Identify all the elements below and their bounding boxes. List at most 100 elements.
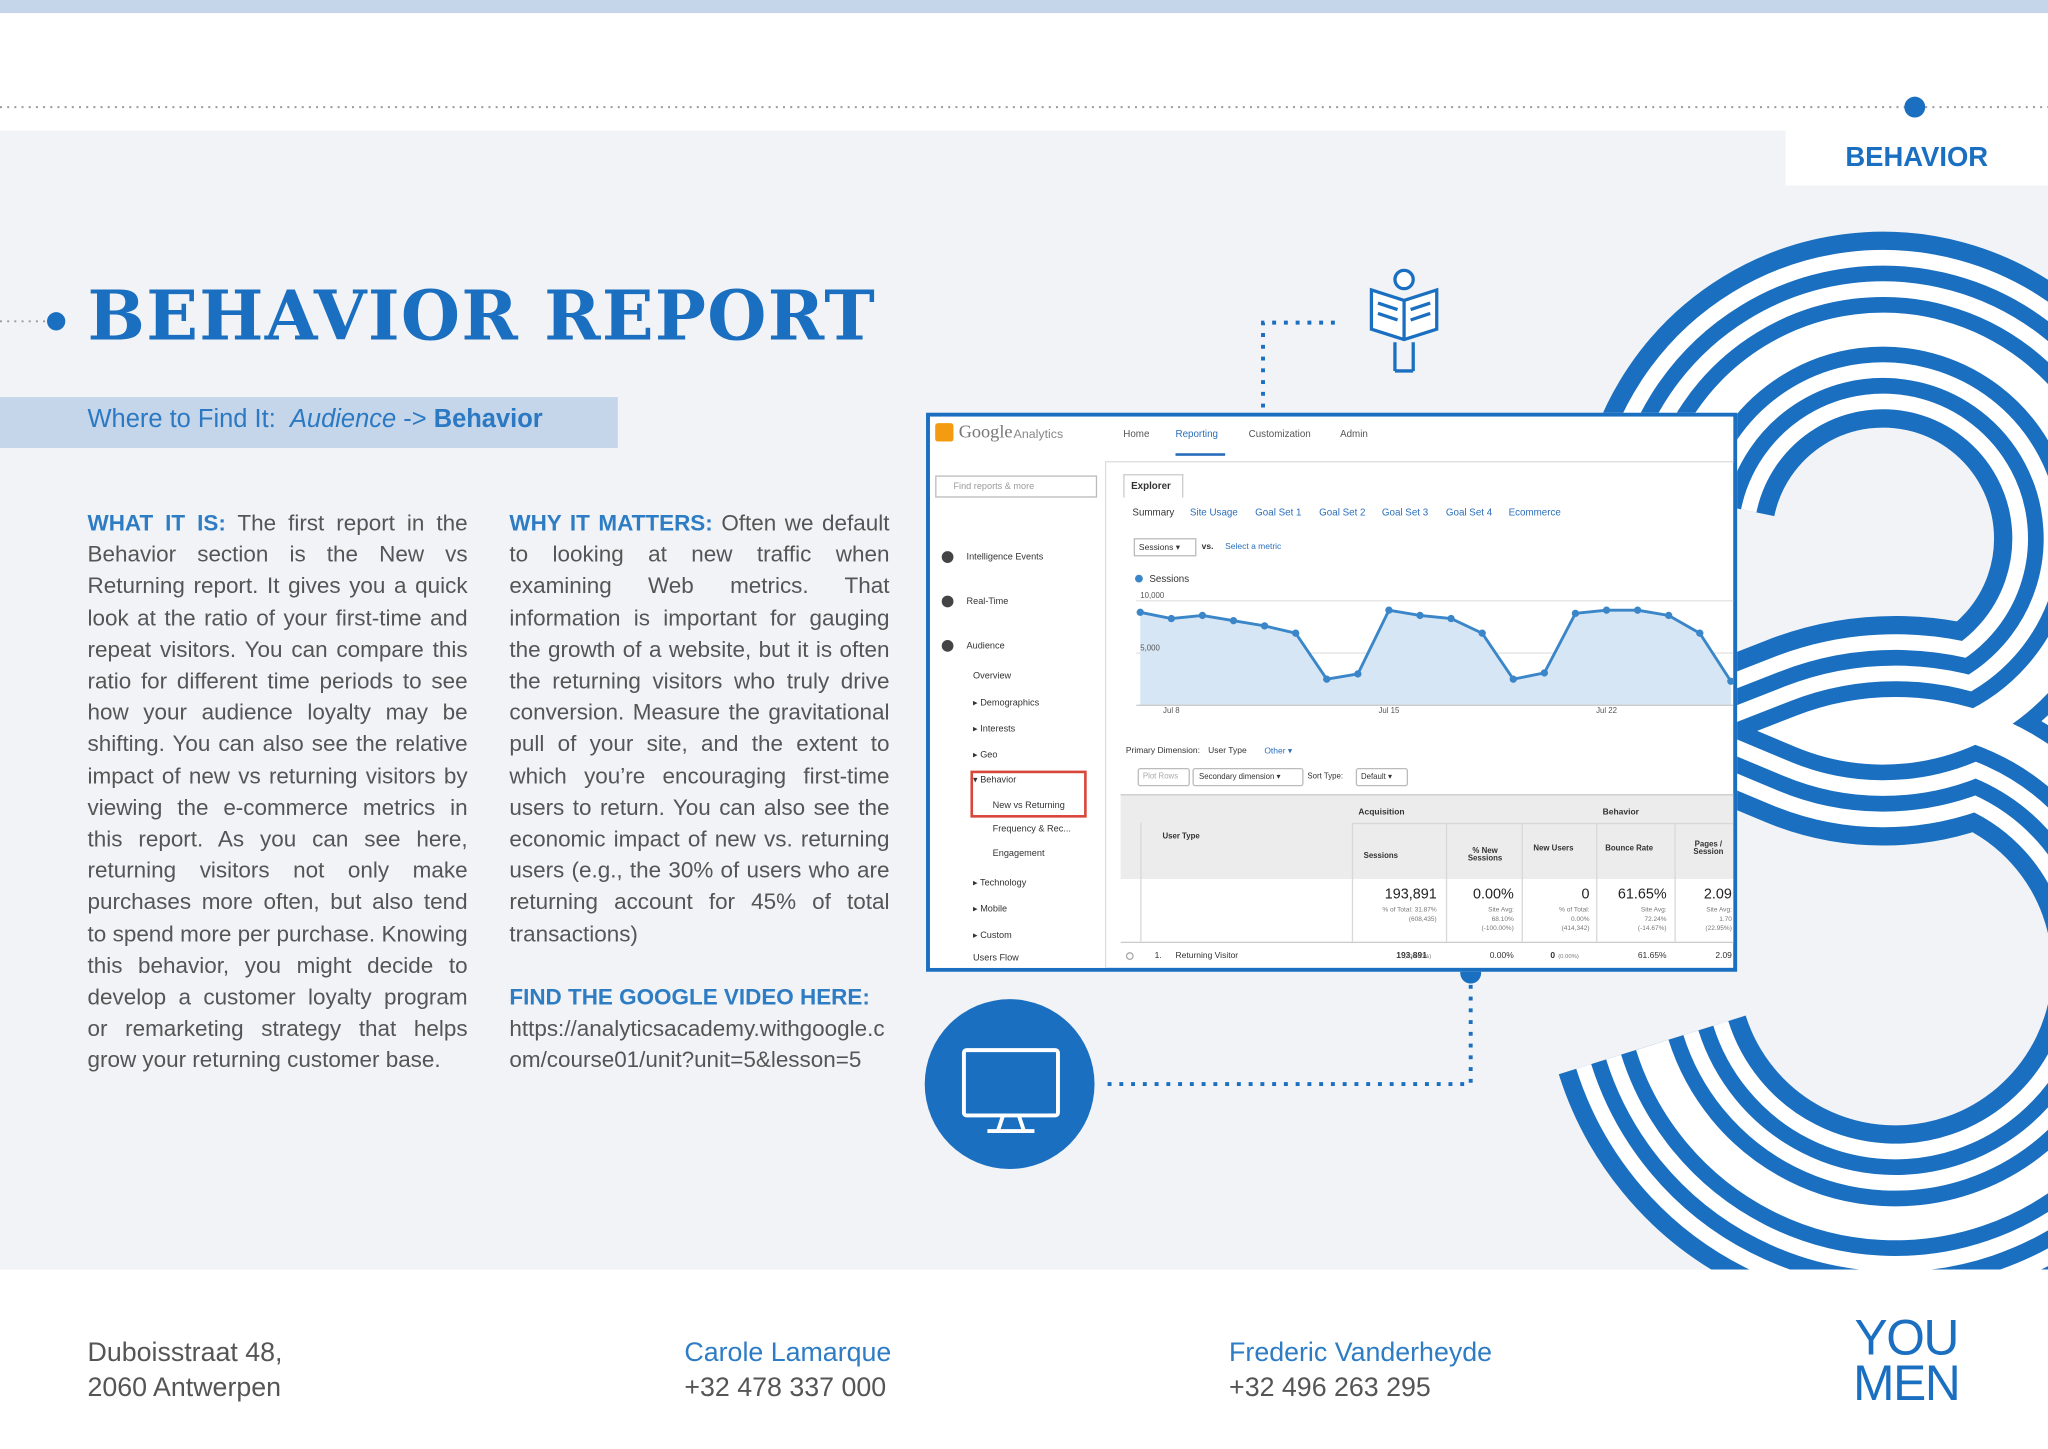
- point: [1323, 675, 1331, 683]
- monitor-icon: [961, 1048, 1060, 1134]
- address: Duboisstraat 48, 2060 Antwerpen: [88, 1335, 283, 1406]
- point: [1478, 629, 1486, 637]
- what-column: WHAT IT IS: The first report in the Beha…: [88, 507, 468, 1076]
- logo-line: MEN: [1853, 1357, 1961, 1412]
- highlight-box: [970, 770, 1087, 818]
- x-tick-label: Jul 8: [1163, 707, 1180, 716]
- row-cell: Returning Visitor: [1175, 951, 1239, 961]
- column-header: New Users: [1533, 845, 1574, 853]
- tab: Goal Set 1: [1255, 506, 1302, 518]
- tab: Goal Set 2: [1319, 506, 1366, 518]
- monitor-badge: [924, 999, 1095, 1169]
- sidebar-item: ▸ Custom: [973, 931, 1012, 941]
- contact-phone: +32 478 337 000: [684, 1372, 887, 1403]
- column-group: Acquisition: [1358, 807, 1405, 817]
- analytics-screenshot: Google Analytics Home Reporting Customizatio…: [926, 412, 1738, 972]
- control-button: [1192, 767, 1304, 787]
- total-note: (22.95%): [1705, 924, 1732, 933]
- sidebar-item: Engagement: [992, 849, 1045, 859]
- total-note: (-100.00%): [1481, 924, 1514, 933]
- point: [1540, 669, 1549, 677]
- sidebar-item: ▸ Technology: [973, 879, 1027, 889]
- group-divider: [1351, 822, 1734, 825]
- connector: [1107, 973, 1473, 1087]
- rule-dot: [1904, 96, 1926, 118]
- column-divider: [1351, 822, 1354, 942]
- point: [1136, 608, 1144, 616]
- heading: FIND THE GOOGLE VIDEO HERE:: [509, 983, 870, 1010]
- sidebar-item: ▾ Behavior: [973, 775, 1017, 785]
- control-button: [1355, 767, 1408, 787]
- heading: WHAT IT IS:: [87, 509, 226, 536]
- contact: Carole Lamarque +32 478 337 000: [684, 1335, 891, 1406]
- sessions-chart: [1136, 600, 1734, 706]
- section-tab: [1785, 130, 2048, 186]
- column-group: Behavior: [1602, 807, 1639, 817]
- point: [1447, 614, 1455, 623]
- where-to-find: Where to Find It: Audience -> Behavior: [88, 405, 543, 435]
- point: [1198, 611, 1207, 620]
- ga-header: [929, 416, 1734, 463]
- body-text: The first report in the Behavior section…: [87, 509, 468, 1073]
- address-line: Duboisstraat 48,: [87, 1337, 283, 1368]
- body-text: Often we default to looking at new traff…: [509, 509, 890, 947]
- total-note: % of Total:: [1559, 906, 1590, 915]
- metric-select: [1133, 538, 1197, 557]
- sidebar-item: Audience: [966, 641, 1005, 652]
- column-header: Bounce Rate: [1605, 845, 1654, 853]
- table-header: [1120, 794, 1734, 881]
- column-divider: [1521, 822, 1523, 942]
- heading: WHY IT MATTERS:: [509, 509, 713, 536]
- dimension-other: Other ▾: [1264, 747, 1293, 757]
- search-placeholder: Find reports & more: [953, 482, 1035, 492]
- row-cell: 193,891: [1396, 951, 1427, 961]
- sidebar-icon: [941, 551, 954, 563]
- point: [1354, 670, 1362, 678]
- sidebar-item: Real-Time: [966, 597, 1009, 607]
- contact-phone: +32 496 263 295: [1229, 1372, 1431, 1403]
- column-divider: [1140, 822, 1142, 942]
- metric: Sessions ▾: [1138, 543, 1181, 553]
- point: [1292, 629, 1300, 637]
- sidebar-item: New vs Returning: [992, 801, 1065, 811]
- row-cell: (100.00%): [1404, 952, 1432, 960]
- where-target: Behavior: [433, 404, 543, 434]
- select-metric: Select a metric: [1225, 542, 1282, 552]
- control: Plot Rows: [1142, 773, 1179, 782]
- point: [1571, 609, 1580, 618]
- point: [1260, 622, 1269, 630]
- top-band: [0, 0, 2048, 14]
- point: [1167, 614, 1175, 623]
- tab: Goal Set 3: [1381, 506, 1429, 518]
- ga-brand: Google: [958, 423, 1013, 443]
- address-line: 2060 Antwerpen: [87, 1372, 282, 1403]
- contact: Frederic Vanderheyde +32 496 263 295: [1229, 1335, 1492, 1406]
- search-box: [935, 475, 1098, 498]
- sidebar-item: Overview: [973, 671, 1012, 682]
- sidebar-item: ▸ Geo: [973, 751, 998, 761]
- tab: Site Usage: [1189, 506, 1238, 518]
- table-totals: [1120, 879, 1734, 944]
- area: [1140, 610, 1731, 706]
- total-value: 0: [1581, 886, 1590, 903]
- sidebar-item: ▸ Mobile: [973, 905, 1008, 915]
- ga-product: Analytics: [1013, 427, 1064, 443]
- why-column: WHY IT MATTERS: Often we default to look…: [509, 507, 889, 1076]
- total-note: Site Avg:: [1488, 906, 1514, 915]
- tab: Summary: [1132, 506, 1175, 518]
- control: Default ▾: [1360, 773, 1392, 782]
- line: [1139, 608, 1733, 683]
- row-cell: 61.65%: [1637, 951, 1667, 961]
- total-value: 193,891: [1384, 886, 1437, 903]
- where-arrow: ->: [403, 404, 427, 434]
- legend-swatch: [1135, 574, 1143, 583]
- reader-icon: [1369, 268, 1439, 373]
- nav-item: Reporting: [1175, 427, 1218, 440]
- contact-name: Frederic Vanderheyde: [1229, 1337, 1493, 1368]
- column-divider: [1445, 822, 1448, 942]
- column-header: Pages / Session: [1693, 841, 1724, 857]
- sidebar-item: ▸ Demographics: [973, 698, 1040, 708]
- total-note: % of Total: 31.87%: [1382, 906, 1437, 915]
- logo: YOU MEN: [1844, 1314, 1968, 1412]
